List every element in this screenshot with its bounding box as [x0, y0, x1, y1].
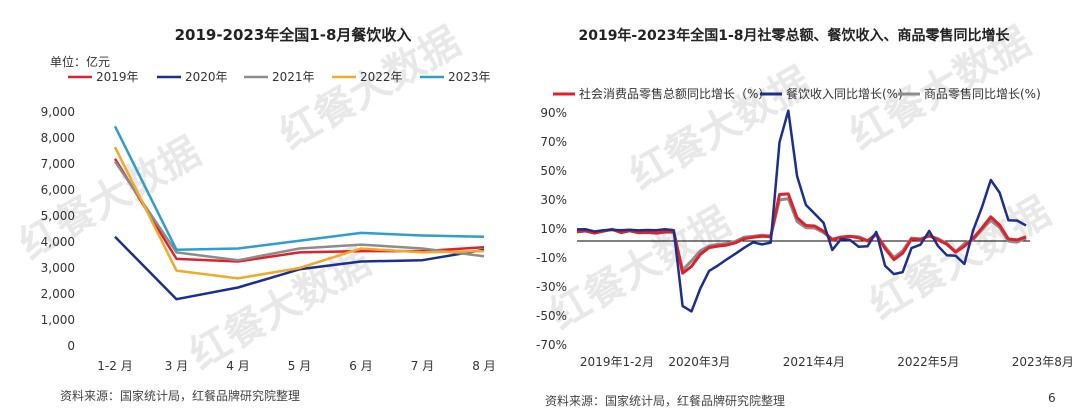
series-line-1 [576, 109, 1027, 313]
right-chart-title: 2019年-2023年全国1-8月社零总额、餐饮收入、商品零售同比增长 [578, 27, 1010, 44]
y-tick-label: 9,000 [41, 105, 75, 119]
x-tick-label: 2019年1-2月 [580, 355, 654, 369]
y-tick-label: 7,000 [41, 157, 75, 171]
left-source: 资料来源：国家统计局，红餐品牌研究院整理 [60, 388, 300, 403]
y-tick-label: 4,000 [41, 235, 75, 249]
watermark-text: 红餐大数据 [542, 199, 738, 339]
left-x-axis: 1-2 月 3 月 4 月 5 月 6 月 7 月 8 月 [97, 359, 495, 373]
y-tick-label: 50% [540, 164, 567, 178]
x-tick-label: 4 月 [226, 359, 249, 373]
y-tick-label: 0 [67, 339, 75, 353]
right-legend: 社会消费品零售总额同比增长（%） 餐饮收入同比增长(%) 商品零售同比增长(%) [553, 86, 1041, 101]
legend-label: 社会消费品零售总额同比增长（%） [579, 86, 770, 101]
y-tick-label: 10% [540, 222, 567, 236]
y-tick-label: 5,000 [41, 209, 75, 223]
series-line-2020年 [114, 235, 485, 301]
x-tick-label: 6 月 [349, 359, 372, 373]
y-tick-label: 3,000 [41, 261, 75, 275]
page-number: 6 [1048, 391, 1056, 405]
series-line-2022年 [113, 146, 485, 280]
right-x-axis: 2019年1-2月 2020年3月 2021年4月 2022年5月 2023年8月 [580, 355, 1074, 369]
y-tick-label: 2,000 [41, 287, 75, 301]
x-tick-label: 8 月 [472, 359, 495, 373]
right-source: 资料来源：国家统计局，红餐品牌研究院整理 [545, 393, 785, 408]
x-tick-label: 7 月 [411, 359, 434, 373]
y-tick-label: 30% [540, 193, 567, 207]
legend-label: 餐饮收入同比增长(%) [786, 86, 903, 101]
left-chart-title: 2019-2023年全国1-8月餐饮收入 [175, 26, 412, 44]
x-tick-label: 2020年3月 [668, 355, 730, 369]
x-tick-label: 1-2 月 [97, 359, 132, 373]
y-tick-label: -30% [536, 280, 567, 294]
x-tick-label: 5 月 [288, 359, 311, 373]
series-line-2021年 [113, 160, 485, 262]
y-tick-label: -50% [536, 309, 567, 323]
left-y-axis: 9,000 8,000 7,000 6,000 5,000 4,000 3,000 2,000… [41, 105, 75, 353]
legend-label: 商品零售同比增长(%) [924, 86, 1041, 101]
right-series [576, 109, 1027, 313]
series-line-2019年 [113, 158, 485, 263]
x-tick-label: 3 月 [165, 359, 188, 373]
left-unit-label: 单位：亿元 [50, 54, 110, 69]
legend-label: 2023年 [448, 70, 491, 84]
series-line-2023年 [113, 125, 485, 252]
left-legend: 2019年 2020年 2021年 2022年 2023年 [68, 70, 491, 84]
legend-label: 2020年 [185, 70, 228, 84]
x-tick-label: 2023年8月 [1012, 355, 1074, 369]
series-line-0 [576, 192, 1027, 275]
y-tick-label: 90% [540, 106, 567, 120]
left-series [113, 125, 485, 301]
y-tick-label: -10% [536, 251, 567, 265]
y-tick-label: 1,000 [41, 313, 75, 327]
legend-label: 2021年 [272, 70, 315, 84]
legend-label: 2019年 [96, 70, 139, 84]
x-tick-label: 2022年5月 [897, 355, 959, 369]
y-tick-label: 8,000 [41, 131, 75, 145]
watermark-text: 红餐大数据 [622, 59, 818, 199]
y-tick-label: -70% [536, 338, 567, 352]
right-y-axis: 90% 70% 50% 30% 10% -10% -30% -50% -70% [536, 106, 567, 352]
x-tick-label: 2021年4月 [783, 355, 845, 369]
legend-label: 2022年 [360, 70, 403, 84]
y-tick-label: 70% [540, 135, 567, 149]
y-tick-label: 6,000 [41, 183, 75, 197]
